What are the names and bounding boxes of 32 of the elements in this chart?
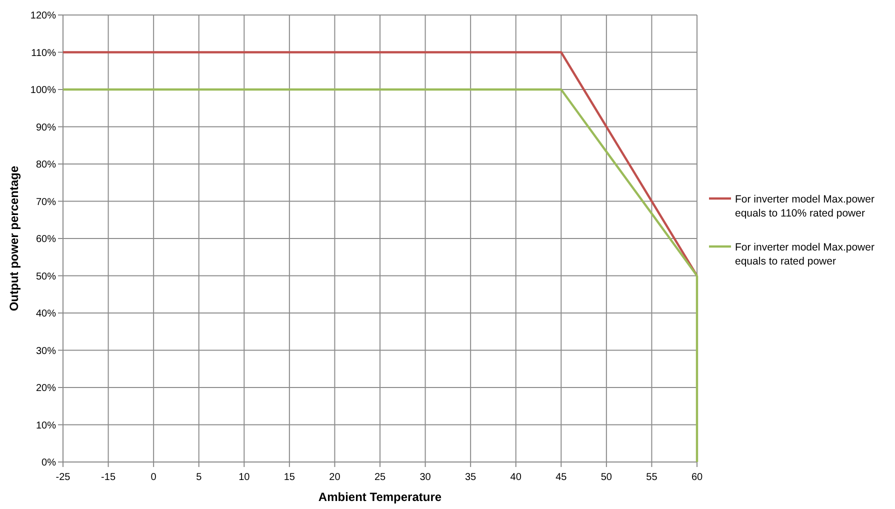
x-axis-title: Ambient Temperature [318,490,442,504]
legend-label: For inverter model Max.power equals to 110% rated power [735,194,875,220]
y-tick-label: 10% [36,420,56,432]
legend-label: For inverter model Max.power equals to rated power [735,242,875,268]
x-tick-label: 60 [691,472,703,483]
y-tick-label: 50% [36,271,56,282]
y-tick-label: 0% [42,458,56,468]
x-tick-label: 40 [510,472,522,483]
x-tick-label: 15 [284,472,296,483]
y-tick-label: 90% [36,122,56,134]
x-tick-label: -25 [56,472,71,483]
x-tick-label: -15 [101,472,116,483]
x-tick-label: 50 [600,472,612,483]
x-tick-label: 45 [556,472,568,483]
y-tick-label: 60% [36,234,56,245]
y-axis-title: Output power percentage [7,166,21,312]
y-tick-label: 30% [36,346,56,357]
x-tick-label: 35 [465,472,477,483]
x-tick-label: 25 [374,472,386,483]
x-tick-label: 0 [150,472,157,483]
y-tick-label: 20% [36,383,56,394]
x-tick-label: 55 [646,472,658,483]
x-tick-label: 20 [329,472,341,483]
y-tick-label: 70% [36,196,56,208]
y-tick-label: 100% [30,85,56,96]
y-tick-label: 80% [36,160,56,170]
y-tick-label: 120% [30,10,56,22]
y-tick-label: 110% [31,48,56,59]
y-tick-label: 40% [36,308,56,320]
x-tick-label: 30 [420,472,432,483]
x-tick-label: 10 [238,472,250,483]
x-tick-label: 5 [196,472,202,483]
